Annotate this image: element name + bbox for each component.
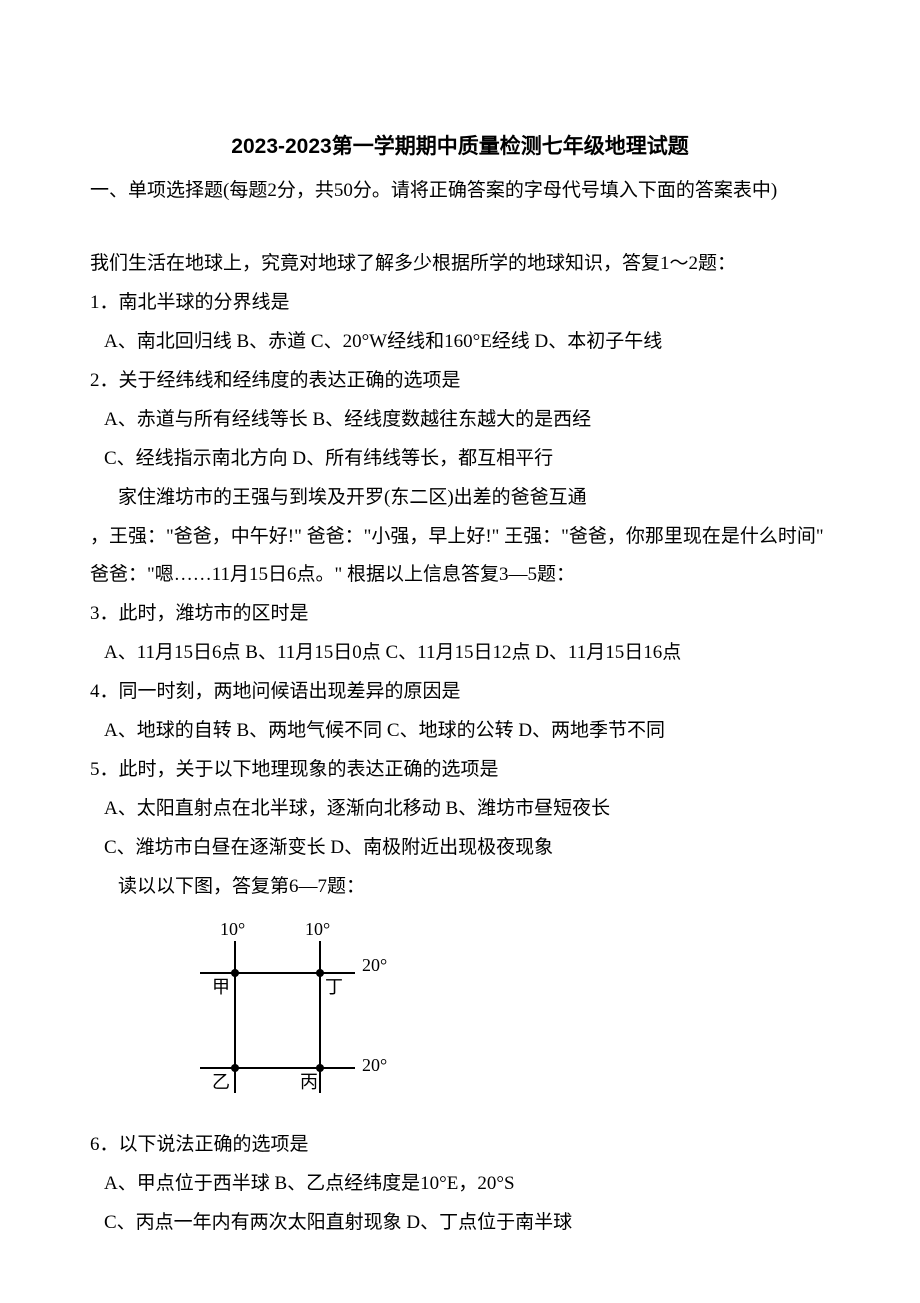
- q6-stem: 6．以下说法正确的选项是: [90, 1126, 830, 1165]
- story-3-5-line1: 家住潍坊市的王强与到埃及开罗(东二区)出差的爸爸互通: [90, 479, 830, 518]
- label-10-right: 10°: [305, 919, 330, 939]
- q6-options-cd: C、丙点一年内有两次太阳直射现象 D、丁点位于南半球: [90, 1204, 830, 1243]
- q2-stem: 2．关于经纬线和经纬度的表达正确的选项是: [90, 362, 830, 401]
- q5-options-cd: C、潍坊市白昼在逐渐变长 D、南极附近出现极夜现象: [90, 829, 830, 868]
- label-20-top: 20°: [362, 955, 387, 975]
- q5-options-ab: A、太阳直射点在北半球，逐渐向北移动 B、潍坊市昼短夜长: [90, 790, 830, 829]
- story-3-5-line2: ，王强："爸爸，中午好!" 爸爸："小强，早上好!" 王强："爸爸，你那里现在是…: [90, 518, 830, 596]
- q4-options: A、地球的自转 B、两地气候不同 C、地球的公转 D、两地季节不同: [90, 712, 830, 751]
- q1-options: A、南北回归线 B、赤道 C、20°W经线和160°E经线 D、本初子午线: [90, 323, 830, 362]
- label-jia: 甲: [212, 977, 230, 997]
- q3-stem: 3．此时，潍坊市的区时是: [90, 595, 830, 634]
- label-ding: 丁: [325, 977, 343, 997]
- page-title: 2023-2023第一学期期中质量检测七年级地理试题: [90, 130, 830, 160]
- q3-options: A、11月15日6点 B、11月15日0点 C、11月15日12点 D、11月1…: [90, 634, 830, 673]
- q5-stem: 5．此时，关于以下地理现象的表达正确的选项是: [90, 751, 830, 790]
- q1-stem: 1．南北半球的分界线是: [90, 284, 830, 323]
- label-yi: 乙: [212, 1072, 230, 1092]
- label-10-left: 10°: [220, 919, 245, 939]
- label-bing: 丙: [300, 1072, 318, 1092]
- label-20-bottom: 20°: [362, 1055, 387, 1075]
- q4-stem: 4．同一时刻，两地问候语出现差异的原因是: [90, 673, 830, 712]
- section-1-header: 一、单项选择题(每题2分，共50分。请将正确答案的字母代号填入下面的答案表中): [90, 172, 830, 211]
- grid-diagram: 10° 10° 20° 20° 甲 丁 乙 丙: [90, 913, 830, 1118]
- q2-options-ab: A、赤道与所有经线等长 B、经线度数越往东越大的是西经: [90, 401, 830, 440]
- q6-options-ab: A、甲点位于西半球 B、乙点经纬度是10°E，20°S: [90, 1165, 830, 1204]
- intro-q6-7: 读以以下图，答复第6—7题：: [90, 868, 830, 907]
- intro-q1-2: 我们生活在地球上，究竟对地球了解多少根据所学的地球知识，答复1～2题：: [90, 245, 830, 284]
- q2-options-cd: C、经线指示南北方向 D、所有纬线等长，都互相平行: [90, 440, 830, 479]
